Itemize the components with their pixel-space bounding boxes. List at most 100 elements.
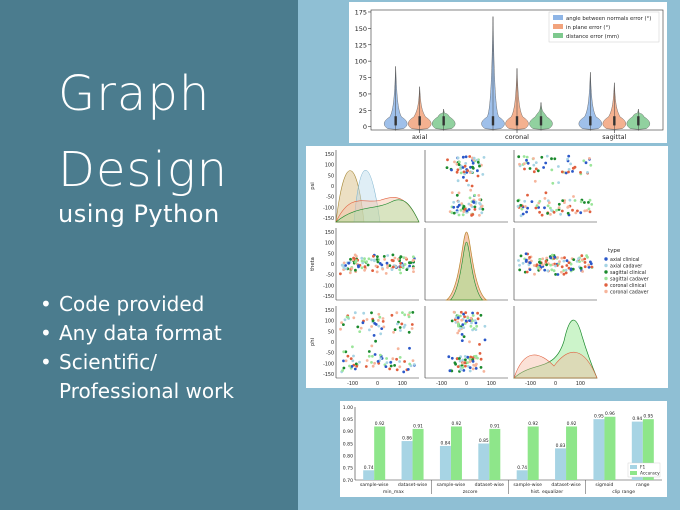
scatter-point	[544, 191, 548, 195]
scatter-point	[525, 158, 528, 162]
pair-legend-marker	[604, 257, 608, 261]
scatter-point	[351, 359, 355, 363]
scatter-point	[375, 270, 379, 274]
violin-legend-label: distance error (mm)	[566, 34, 619, 40]
scatter-point	[545, 154, 549, 158]
scatter-point	[468, 196, 472, 200]
scatter-point	[572, 166, 575, 170]
scatter-point	[457, 191, 461, 195]
pair-xtick-label: -100	[436, 381, 447, 387]
scatter-point	[403, 263, 407, 266]
scatter-point	[452, 200, 456, 204]
scatter-point	[585, 254, 588, 258]
scatter-point	[376, 360, 380, 363]
scatter-point	[342, 366, 346, 370]
scatter-point	[457, 213, 461, 217]
pairplot-card: 150 100 50 0 -50 -100 -150 psi 150 100 50 0 -50 -100 -…	[306, 146, 668, 394]
scatter-point	[347, 261, 351, 265]
feature-list: Code provided Any data format Scientific…	[40, 290, 234, 406]
scatter-point	[342, 323, 345, 326]
scatter-point	[479, 313, 483, 317]
scatter-point	[371, 354, 374, 358]
scatter-point	[344, 350, 348, 354]
bar-rect	[489, 428, 501, 480]
scatter-point	[342, 268, 345, 271]
scatter-point	[459, 326, 462, 330]
scatter-point	[380, 327, 384, 330]
scatter-point	[520, 207, 524, 211]
scatter-point	[565, 259, 569, 262]
scatter-point	[364, 365, 368, 368]
title-graph: Graph	[58, 66, 211, 122]
scatter-point	[468, 366, 472, 369]
scatter-point	[522, 162, 526, 166]
scatter-point	[348, 364, 351, 368]
pair-ytick-label: 100	[325, 241, 334, 247]
scatter-point	[534, 206, 538, 210]
scatter-point	[366, 263, 370, 267]
bar-chart-card: 0.70 0.75 0.80 0.85 0.90 0.95 1.00 0.74 0.92 samp…	[340, 401, 667, 497]
pair-ytick-label: -100	[323, 205, 334, 211]
scatter-point	[400, 264, 404, 267]
pair-ytick-label: 50	[328, 251, 334, 257]
bar-xtick-label: dataset-wise	[398, 482, 427, 488]
bar-group-label: zscore	[463, 489, 478, 495]
scatter-point	[453, 160, 456, 164]
scatter-point	[462, 170, 466, 174]
scatter-point	[383, 258, 386, 261]
scatter-point	[546, 212, 549, 215]
scatter-point	[577, 257, 580, 260]
bar-value-label: 0.92	[375, 421, 385, 427]
scatter-point	[460, 333, 464, 336]
scatter-point	[576, 209, 579, 213]
scatter-point	[472, 156, 476, 160]
scatter-point	[586, 171, 589, 174]
scatter-point	[399, 271, 402, 275]
bar-rect	[566, 426, 578, 480]
scatter-point	[525, 258, 528, 262]
scatter-point	[564, 171, 568, 175]
scatter-point	[386, 266, 389, 269]
scatter-point	[346, 354, 350, 358]
scatter-point	[566, 211, 570, 215]
scatter-point	[478, 343, 481, 346]
kde-peak	[513, 351, 598, 379]
scatter-point	[552, 269, 556, 273]
scatter-point	[543, 206, 546, 210]
scatter-point	[452, 211, 456, 215]
scatter-point	[563, 201, 566, 204]
scatter-point	[409, 261, 413, 265]
bar-rect	[401, 441, 413, 480]
scatter-point	[524, 252, 528, 256]
scatter-point	[536, 169, 540, 173]
scatter-point	[395, 368, 399, 372]
scatter-point	[556, 273, 560, 276]
scatter-point	[552, 210, 556, 214]
scatter-point	[403, 360, 406, 363]
pairplot-cell	[513, 150, 597, 223]
violin-xtick-label: sagittal	[602, 133, 626, 141]
scatter-point	[475, 362, 478, 366]
scatter-point	[356, 325, 360, 329]
scatter-point	[563, 256, 566, 260]
bar-xtick-label: sigmoid	[595, 482, 613, 488]
scatter-point	[561, 199, 565, 202]
scatter-point	[471, 367, 475, 371]
scatter-point	[455, 357, 459, 361]
scatter-point	[564, 271, 568, 275]
scatter-point	[549, 256, 553, 260]
scatter-point	[398, 360, 401, 363]
scatter-point	[523, 199, 527, 203]
scatter-point	[406, 368, 410, 371]
scatter-point	[579, 211, 583, 215]
scatter-point	[478, 198, 481, 201]
scatter-point	[528, 256, 531, 259]
scatter-point	[587, 263, 591, 267]
scatter-point	[370, 258, 373, 262]
pairplot-cell: 150 100 50 0 -50 -100 -150 theta	[310, 228, 419, 301]
scatter-point	[585, 209, 589, 212]
kde-peak	[445, 231, 488, 301]
scatter-point	[363, 257, 366, 261]
scatter-point	[373, 353, 377, 356]
scatter-point	[538, 199, 542, 203]
